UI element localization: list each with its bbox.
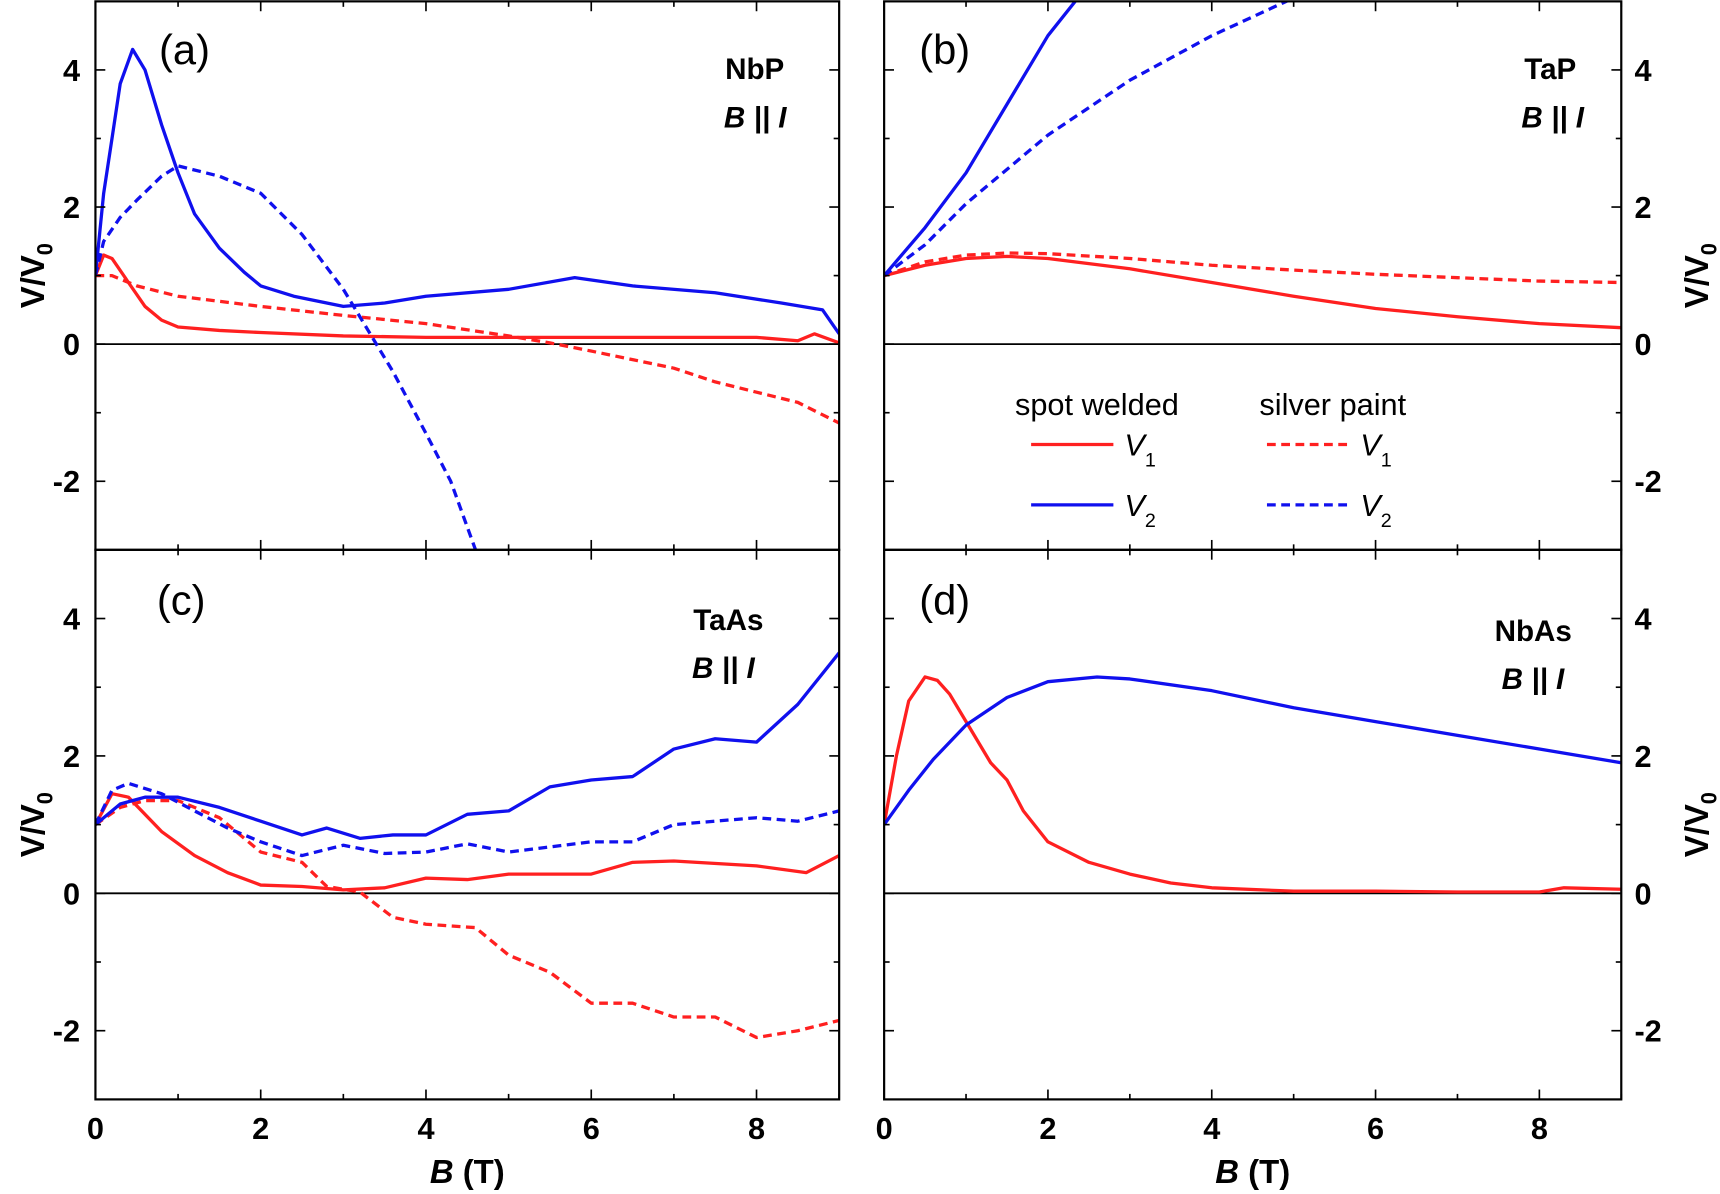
series-line-silver-paint-v1 — [884, 251, 1622, 285]
legend-label: V1 — [1124, 427, 1155, 471]
y-tick-label: 0 — [1634, 327, 1651, 362]
x-axis-title: B (T) — [430, 1153, 505, 1190]
series-line-spot-welded-v2 — [95, 651, 840, 840]
y-tick-label: 0 — [63, 876, 80, 911]
panel-label: (c) — [157, 577, 206, 624]
y-tick-label: 4 — [63, 53, 80, 88]
x-tick-label: 6 — [583, 1111, 600, 1146]
x-tick-label: 0 — [87, 1111, 104, 1146]
panel-label: (b) — [919, 26, 970, 73]
field-condition-label: B || I — [692, 652, 755, 685]
field-condition-label: B || I — [1521, 102, 1584, 135]
panel-label: (a) — [159, 26, 210, 73]
series-line-silver-paint-v1 — [95, 798, 840, 1040]
panel-c: -2 0 2 4 0 2 4 6 8 B (T) V/V0 (c) TaAs B || I — [14, 548, 841, 1190]
y-tick-label: 4 — [1634, 601, 1651, 636]
y-tick-label: 2 — [1634, 190, 1651, 225]
y-axis-title: V/V0 — [14, 243, 58, 308]
y-tick-label: -2 — [53, 464, 80, 499]
y-tick-label: -2 — [1634, 464, 1661, 499]
y-tick-label: -2 — [53, 1014, 80, 1049]
x-axis-title: B (T) — [1215, 1153, 1290, 1190]
legend-label: V1 — [1360, 427, 1391, 471]
field-condition-label: B || I — [724, 102, 787, 135]
y-axis-title: V/V0 — [14, 792, 58, 857]
plot-frame — [883, 0, 1623, 551]
x-tick-label: 2 — [252, 1111, 269, 1146]
material-label: NbP — [725, 53, 784, 86]
series-line-spot-welded-v1 — [884, 254, 1622, 330]
y-axis-title: V/V0 — [1678, 792, 1720, 857]
x-tick-label: 4 — [1203, 1111, 1220, 1146]
legend-label: V2 — [1360, 488, 1391, 532]
x-tick-label: 0 — [876, 1111, 893, 1146]
y-tick-label: 0 — [63, 327, 80, 362]
series-line-spot-welded-v1 — [95, 253, 840, 345]
y-tick-label: 2 — [1634, 739, 1651, 774]
legend: spot welded silver paint V1 V1 V2 V2 — [1015, 387, 1407, 532]
panel-d: -2 0 2 4 0 2 4 6 8 B (T) V/V0 (d) NbAs B || I — [876, 548, 1720, 1190]
y-tick-label: 2 — [63, 190, 80, 225]
series-line-spot-welded-v2 — [95, 47, 840, 335]
series-line-spot-welded-v2 — [884, 1, 1078, 277]
series-line-silver-paint-v1 — [95, 273, 840, 425]
y-tick-label: -2 — [1634, 1014, 1661, 1049]
x-tick-label: 8 — [748, 1111, 765, 1146]
legend-title-silver-paint: silver paint — [1259, 387, 1406, 422]
series-line-silver-paint-v2 — [95, 781, 840, 858]
legend-title-spot-welded: spot welded — [1015, 387, 1179, 422]
x-tick-label: 4 — [417, 1111, 434, 1146]
series-line-silver-paint-v2 — [884, 1, 1291, 277]
y-tick-label: 4 — [1634, 53, 1651, 88]
series-line-silver-paint-v2 — [95, 164, 478, 550]
panel-label: (d) — [919, 577, 970, 624]
legend-label: V2 — [1124, 488, 1155, 532]
material-label: NbAs — [1495, 615, 1572, 648]
series-line-spot-welded-v2 — [884, 675, 1622, 826]
panel-a: -2 0 2 4 V/V0 (a) NbP B || I — [14, 0, 841, 551]
series-line-spot-welded-v1 — [884, 675, 1622, 894]
field-condition-label: B || I — [1502, 663, 1565, 696]
y-tick-label: 2 — [63, 739, 80, 774]
x-tick-label: 6 — [1367, 1111, 1384, 1146]
material-label: TaP — [1524, 53, 1576, 86]
x-tick-label: 8 — [1531, 1111, 1548, 1146]
x-tick-label: 2 — [1039, 1111, 1056, 1146]
y-axis-title: V/V0 — [1678, 243, 1720, 308]
material-label: TaAs — [693, 604, 763, 637]
series-line-spot-welded-v1 — [95, 792, 840, 892]
panel-b: -2 0 2 4 V/V0 (b) TaP B || I — [883, 0, 1720, 551]
y-tick-label: 4 — [63, 601, 80, 636]
y-tick-label: 0 — [1634, 876, 1651, 911]
